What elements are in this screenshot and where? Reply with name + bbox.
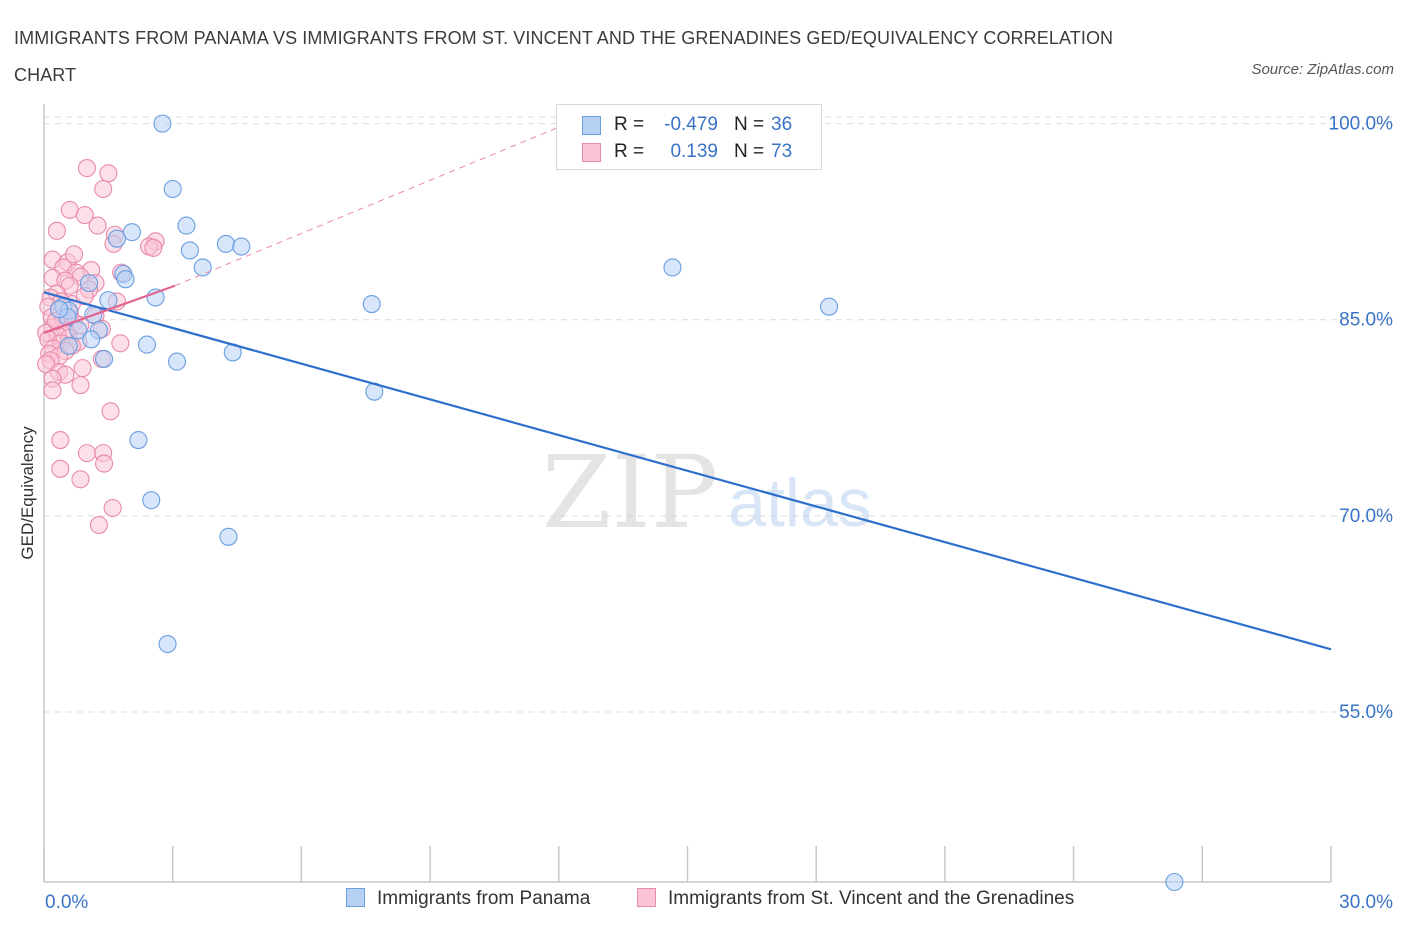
data-point-panama <box>167 352 187 371</box>
data-point-panama <box>142 491 161 510</box>
y-tick-label: 55.0% <box>1339 702 1393 723</box>
data-point-panama <box>1165 872 1184 892</box>
legend-r-label: R = <box>614 114 645 135</box>
data-point-panama <box>137 335 157 354</box>
legend-swatch-panama <box>582 116 601 135</box>
data-point-panama <box>177 216 196 235</box>
legend-n-value: 36 <box>771 114 793 135</box>
data-point-panama <box>95 349 114 369</box>
data-point-svg <box>95 454 114 473</box>
data-point-svg <box>77 159 96 178</box>
data-point-svg <box>43 381 62 400</box>
data-point-svg <box>88 216 107 235</box>
data-point-panama <box>663 258 682 277</box>
data-point-panama <box>158 634 177 654</box>
legend-r-value: -0.479 <box>664 114 718 135</box>
source-label: Source: ZipAtlas.com <box>1251 61 1394 78</box>
data-point-svg <box>99 164 118 183</box>
y-tick-label: 70.0% <box>1339 506 1393 527</box>
data-point-svg <box>89 515 108 535</box>
data-point-svg <box>71 470 90 489</box>
data-point-panama <box>153 114 172 133</box>
data-point-svg <box>77 444 96 463</box>
data-point-panama <box>193 258 212 277</box>
legend-swatch-svg <box>582 143 601 162</box>
data-point-svg <box>71 376 90 395</box>
legend-n-label: N = <box>734 114 765 135</box>
data-point-svg <box>51 459 70 478</box>
data-point-svg <box>60 200 79 219</box>
data-point-panama <box>219 527 238 546</box>
data-point-panama <box>129 430 148 450</box>
legend-n-value: 73 <box>771 141 793 162</box>
data-point-panama <box>107 229 126 248</box>
grid-lines <box>44 116 1393 713</box>
data-point-svg <box>75 206 94 225</box>
data-point-panama <box>362 295 381 314</box>
data-point-svg <box>111 334 130 353</box>
data-point-panama <box>163 179 182 199</box>
bottom-legend-panama: Immigrants from Panama <box>346 888 590 910</box>
x-tick-label: 30.0% <box>1339 892 1393 913</box>
y-tick-label: 85.0% <box>1339 310 1393 331</box>
bottom-legend-label-svg: Immigrants from St. Vincent and the Gren… <box>668 888 1075 909</box>
watermark-zip: ZIP <box>542 434 718 551</box>
data-point-panama <box>232 237 251 256</box>
data-point-svg <box>51 430 70 450</box>
data-point-panama <box>180 241 199 260</box>
data-point-panama <box>59 336 78 355</box>
bottom-legend-svg: Immigrants from St. Vincent and the Gren… <box>637 888 1074 910</box>
legend-r-value: 0.139 <box>670 141 718 162</box>
data-point-svg <box>144 238 163 257</box>
trend-line-panama <box>43 291 1332 651</box>
data-point-panama <box>99 291 118 310</box>
data-point-panama <box>82 330 101 349</box>
bottom-legend-swatch-panama <box>346 888 365 907</box>
trend-lines <box>43 123 1332 651</box>
data-point-panama <box>79 274 99 293</box>
legend-r-label: R = <box>614 141 645 162</box>
bottom-legend-label-panama: Immigrants from Panama <box>377 888 591 909</box>
data-point-panama <box>216 234 235 253</box>
tick-labels: 55.0% 70.0% 85.0% 100.0% 0.0% 30.0% <box>45 114 1393 913</box>
x-tick-label: 0.0% <box>45 892 88 913</box>
chart-title: IMMIGRANTS FROM PANAMA VS IMMIGRANTS FRO… <box>14 28 1114 85</box>
data-point-svg <box>101 402 120 421</box>
correlation-legend: R = -0.479 N = 36 R = 0.139 N = 73 <box>556 104 822 170</box>
data-point-svg <box>73 359 92 378</box>
axes <box>43 104 1332 883</box>
trend-line-svg-extension <box>174 123 568 287</box>
series-panama-points <box>49 114 1184 892</box>
data-point-panama <box>49 300 69 319</box>
y-tick-label: 100.0% <box>1329 114 1394 135</box>
data-point-panama <box>69 321 88 340</box>
trend-line-svg <box>43 284 176 334</box>
bottom-legend-swatch-svg <box>637 888 656 907</box>
data-point-svg <box>94 179 113 199</box>
data-point-panama <box>116 270 135 289</box>
legend-n-label: N = <box>734 141 765 162</box>
data-point-panama <box>820 297 839 316</box>
data-point-svg <box>47 221 66 240</box>
data-point-svg <box>64 245 84 264</box>
data-point-panama <box>122 223 141 242</box>
data-point-svg <box>103 498 122 518</box>
